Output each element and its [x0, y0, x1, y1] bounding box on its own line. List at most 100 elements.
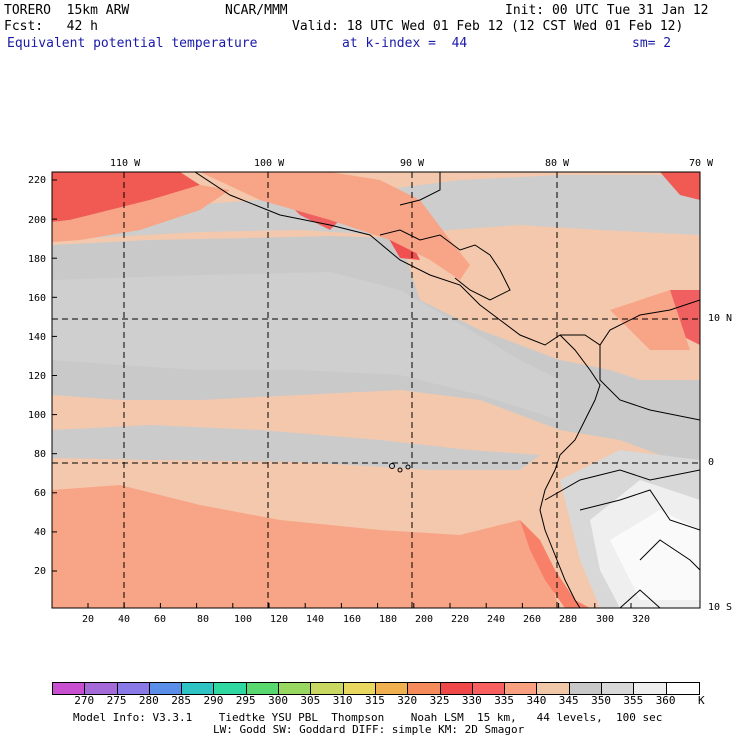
colorbar-label: 355 [623, 694, 644, 707]
lon-label-80w: 80 W [545, 158, 570, 169]
colorbar-cell [311, 683, 344, 694]
colorbar-label: 345 [558, 694, 579, 707]
colorbar-label: 315 [365, 694, 385, 707]
galapagos-islands [389, 463, 411, 473]
colorbar-label: 340 [526, 694, 547, 707]
colorbar-cell [537, 683, 570, 694]
field-335-northwest [52, 185, 230, 242]
y-tick-160: 160 [27, 293, 46, 304]
colorbar-cell [375, 683, 409, 694]
field-330-northeast [660, 172, 700, 200]
colorbar-label: 310 [332, 694, 353, 707]
y-tick-180: 180 [27, 254, 46, 265]
model-info: Model Info: V3.3.1 Tiedtke YSU PBL Thomp… [73, 711, 663, 724]
model-title: TORERO 15km ARW [4, 3, 130, 18]
colorbar [52, 682, 700, 695]
x-tick-60: 60 [154, 614, 167, 625]
physics-info: LW: Godd SW: Goddard DIFF: simple KM: 2D… [213, 723, 525, 736]
x-tick-320: 320 [632, 614, 651, 625]
colorbar-unit: K [698, 694, 705, 707]
x-tick-180: 180 [379, 614, 398, 625]
y-tick-220: 220 [27, 175, 46, 186]
y-tick-20: 20 [33, 566, 46, 577]
y-tick-80: 80 [33, 449, 46, 460]
colorbar-cell [602, 683, 635, 694]
field-330-northwest [52, 172, 200, 222]
colorbar-label: 275 [106, 694, 127, 707]
valid-time: Valid: 18 UTC Wed 01 Feb 12 (12 CST Wed … [292, 19, 684, 34]
colorbar-label: 325 [429, 694, 450, 707]
field-330-venezuela [670, 290, 700, 345]
center-label: NCAR/MMM [225, 3, 288, 18]
colorbar-cell [505, 683, 538, 694]
x-tick-200: 200 [415, 614, 434, 625]
k-index: at k-index = 44 [342, 36, 468, 51]
forecast-hour: Fcst: 42 h [4, 19, 98, 34]
lat-label-10s: 10 S [708, 602, 733, 613]
y-tick-100: 100 [27, 410, 46, 421]
x-tick-80: 80 [197, 614, 210, 625]
lat-label-0: 0 [708, 457, 715, 468]
lon-label-100w: 100 W [254, 158, 285, 169]
colorbar-label: 300 [268, 694, 288, 707]
x-tick-240: 240 [487, 614, 506, 625]
colorbar-cell [149, 683, 183, 694]
field-340-south [52, 485, 560, 608]
colorbar-cell [666, 683, 699, 694]
field-name: Equivalent potential temperature [7, 36, 258, 51]
colorbar-label: 295 [235, 694, 256, 707]
x-tick-40: 40 [118, 614, 131, 625]
colorbar-label: 335 [494, 694, 515, 707]
field-white-interior [610, 510, 700, 600]
tick-marks [52, 179, 632, 608]
colorbar-cell [408, 683, 441, 694]
colorbar-cell [85, 683, 118, 694]
colorbar-cell [182, 683, 215, 694]
colorbar-label: 280 [138, 694, 159, 707]
field-335-coast [520, 520, 590, 608]
y-tick-200: 200 [27, 215, 46, 226]
colorbar-cell [343, 683, 376, 694]
colorbar-cell [634, 683, 667, 694]
smoothing: sm= 2 [632, 36, 672, 51]
lon-label-70w: 70 W [689, 158, 714, 169]
colorbar-cell [472, 683, 506, 694]
lon-label-110w: 110 W [110, 158, 141, 169]
colorbar-label: 330 [461, 694, 482, 707]
colorbar-cell [246, 683, 280, 694]
colorbar-label: 270 [74, 694, 95, 707]
colorbar-cell [53, 683, 86, 694]
colorbar-label: 305 [300, 694, 321, 707]
colorbar-label: 320 [397, 694, 418, 707]
x-tick-100: 100 [234, 614, 253, 625]
y-tick-120: 120 [27, 371, 46, 382]
x-tick-220: 220 [451, 614, 470, 625]
x-tick-160: 160 [343, 614, 362, 625]
colorbar-cell [569, 683, 603, 694]
field-340-venezuela [610, 290, 690, 350]
x-tick-260: 260 [523, 614, 542, 625]
x-tick-300: 300 [596, 614, 615, 625]
field-350-south [52, 425, 540, 470]
y-tick-140: 140 [27, 332, 46, 343]
y-tick-40: 40 [33, 527, 46, 538]
x-tick-140: 140 [306, 614, 325, 625]
field-350-core [52, 272, 560, 420]
colorbar-label: 290 [203, 694, 224, 707]
colorbar-label: 285 [171, 694, 192, 707]
init-time: Init: 00 UTC Tue 31 Jan 12 [505, 3, 709, 18]
x-tick-120: 120 [270, 614, 289, 625]
field-340-caribbean [200, 172, 470, 280]
lat-label-10n: 10 N [708, 313, 733, 324]
map-frame [51, 171, 701, 609]
colorbar-cell [117, 683, 150, 694]
lon-label-90w: 90 W [400, 158, 425, 169]
colorbar-cell [440, 683, 473, 694]
x-tick-20: 20 [82, 614, 95, 625]
colorbar-label: 350 [591, 694, 611, 707]
colorbar-label: 360 [655, 694, 676, 707]
graticule [52, 172, 700, 608]
x-tick-280: 280 [559, 614, 578, 625]
y-tick-60: 60 [33, 488, 46, 499]
